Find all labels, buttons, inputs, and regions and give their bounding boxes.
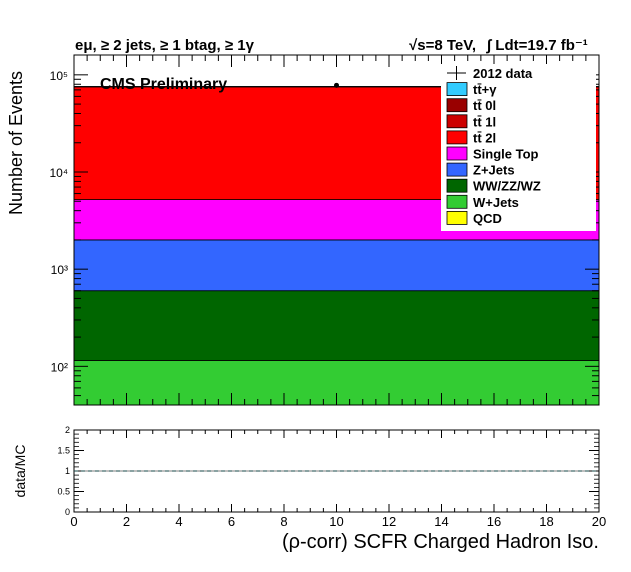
legend-label: QCD [473, 211, 502, 226]
lumi-header: ∫ Ldt=19.7 fb⁻¹ [486, 37, 588, 54]
ratio-y-tick-label: 1 [65, 466, 70, 476]
y-tick-label: 10⁴ [49, 166, 68, 180]
legend-label: tt̄ 0l [473, 98, 496, 113]
legend-label: WW/ZZ/WZ [473, 179, 541, 194]
legend-swatch [446, 194, 468, 209]
x-tick-label: 10 [329, 514, 343, 529]
y-tick-label: 10² [51, 360, 68, 374]
x-tick-label: 6 [228, 514, 235, 529]
legend-swatch [446, 114, 468, 129]
legend-swatch [446, 146, 468, 161]
ratio-y-tick-label: 0 [65, 507, 70, 517]
x-tick-label: 4 [175, 514, 182, 529]
legend-label: 2012 data [473, 66, 533, 81]
x-tick-label: 18 [539, 514, 553, 529]
data-point [334, 82, 339, 88]
x-tick-label: 2 [123, 514, 130, 529]
legend-label: tt̄+γ [473, 82, 497, 97]
x-tick-label: 16 [487, 514, 501, 529]
x-axis-label: (ρ-corr) SCFR Charged Hadron Iso. [282, 531, 599, 553]
x-tick-label: 20 [592, 514, 606, 529]
legend-swatch [446, 82, 468, 96]
legend-swatch [446, 98, 468, 113]
x-tick-label: 0 [70, 514, 77, 529]
legend-swatch [446, 178, 468, 193]
stack-bar-ww-zz-wz [73, 290, 600, 361]
ratio-y-tick-label: 1.5 [57, 446, 70, 456]
ratio-y-tick-label: 2 [65, 425, 70, 435]
legend-label: Single Top [473, 147, 539, 162]
legend-swatch [446, 162, 468, 177]
x-tick-label: 8 [280, 514, 287, 529]
y-tick-label: 10⁵ [50, 69, 68, 83]
cms-label: CMS Preliminary [100, 76, 227, 93]
legend-label: W+Jets [473, 195, 519, 210]
legend-swatch [446, 130, 468, 145]
legend-swatch [446, 210, 468, 225]
legend-label: Z+Jets [473, 163, 515, 178]
x-tick-label: 14 [434, 514, 448, 529]
y-axis-label: Number of Events [6, 71, 26, 215]
ratio-y-tick-label: 0.5 [57, 487, 70, 497]
x-tick-label: 12 [382, 514, 396, 529]
y-tick-label: 10³ [51, 263, 68, 277]
stack-bar-z-jets [73, 239, 600, 292]
energy-header: √s=8 TeV, [409, 37, 476, 54]
selection-header: eμ, ≥ 2 jets, ≥ 1 btag, ≥ 1γ [75, 37, 255, 54]
ratio-y-axis-label: data/MC [12, 445, 28, 498]
legend-label: tt̄ 2l [473, 130, 496, 145]
legend-label: tt̄ 1l [473, 114, 496, 129]
